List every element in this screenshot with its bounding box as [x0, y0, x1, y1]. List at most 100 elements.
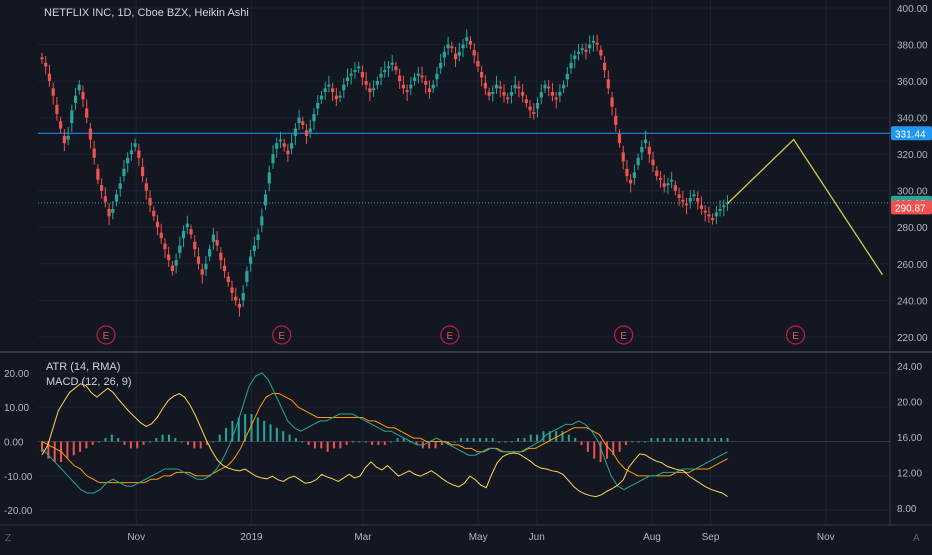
candle-body: [40, 57, 44, 60]
auto-scale-icon[interactable]: A: [913, 533, 920, 544]
macd-histogram-bar: [110, 434, 113, 442]
candle-body: [599, 50, 603, 56]
macd-histogram-bar: [656, 438, 659, 442]
macd-histogram-bar: [155, 438, 158, 442]
macd-histogram-bar: [98, 441, 101, 443]
price-label-text: 331.44: [895, 129, 926, 140]
candle-body: [338, 95, 342, 98]
macd-histogram-bar: [66, 441, 69, 459]
price-label-badge: [891, 126, 932, 141]
chart-title: NETFLIX INC, 1D, Cboe BZX, Heikin Ashi: [44, 7, 249, 19]
macd-tick-label: 10.00: [4, 403, 29, 414]
time-tick-label: 2019: [240, 532, 263, 543]
macd-histogram-bar: [390, 441, 393, 443]
candle-body: [196, 256, 201, 264]
earnings-marker[interactable]: E: [440, 325, 460, 345]
macd-histogram-bar: [129, 441, 132, 449]
candle-body: [181, 230, 186, 239]
candle-body: [267, 172, 271, 184]
macd-histogram-bar: [555, 431, 558, 442]
macd-histogram-bar: [720, 438, 723, 442]
candle-body: [286, 150, 290, 155]
atr-tick-label: 12.00: [897, 469, 922, 480]
candle-body: [535, 103, 540, 109]
candle-body: [215, 240, 219, 246]
earnings-marker[interactable]: E: [272, 325, 292, 345]
atr-line: [41, 383, 728, 498]
candle-body: [278, 139, 283, 142]
macd-tick-label: -10.00: [4, 472, 33, 483]
macd-histogram-bar: [478, 438, 481, 442]
price-tick-label: 320.00: [897, 150, 928, 161]
candle-body: [602, 62, 607, 71]
candle-body: [569, 62, 573, 69]
candle-body: [688, 198, 692, 202]
candle-body: [446, 44, 450, 49]
candle-body: [521, 92, 525, 96]
macd-histogram-bar: [682, 438, 685, 442]
time-tick-label: Jun: [529, 532, 545, 543]
indicator-legend-atr[interactable]: ATR (14, RMA): [46, 361, 120, 373]
macd-histogram-bar: [713, 438, 716, 442]
candle-body: [610, 97, 614, 107]
candle-body: [517, 86, 521, 89]
earnings-marker[interactable]: E: [96, 325, 116, 345]
macd-histogram-bar: [250, 414, 253, 442]
candle-body: [543, 84, 547, 89]
earnings-marker[interactable]: E: [614, 325, 634, 345]
candle-body: [435, 73, 439, 80]
candle-body: [666, 183, 670, 186]
candle-body: [275, 143, 279, 149]
candle-body: [621, 152, 625, 162]
earnings-marker-label: E: [446, 331, 453, 342]
macd-histogram-bar: [244, 414, 247, 442]
macd-histogram-bar: [669, 438, 672, 442]
candle-body: [155, 221, 160, 228]
candle-body: [241, 293, 245, 301]
indicator-legend-macd[interactable]: MACD (12, 26, 9): [46, 376, 132, 388]
macd-histogram-bar: [206, 441, 209, 445]
zoom-icon[interactable]: Z: [5, 533, 12, 544]
symbol-name[interactable]: NETFLIX INC: [44, 7, 112, 19]
macd-histogram-bar: [523, 438, 526, 442]
candle-body: [595, 42, 599, 45]
price-tick-label: 360.00: [897, 77, 928, 88]
macd-histogram-bar: [148, 441, 151, 443]
macd-histogram-bar: [624, 441, 627, 445]
macd-histogram-bar: [440, 441, 443, 445]
macd-histogram-bar: [561, 431, 564, 442]
macd-histogram-bar: [726, 438, 729, 442]
macd-histogram-bar: [472, 438, 475, 442]
candle-body: [476, 60, 480, 67]
atr-tick-label: 20.00: [897, 398, 922, 409]
macd-histogram-bar: [53, 441, 56, 463]
earnings-marker-circle: [272, 325, 292, 345]
price-tick-label: 380.00: [897, 41, 928, 52]
macd-histogram-bar: [542, 431, 545, 442]
candle-body: [722, 205, 726, 208]
candle-body: [222, 265, 227, 272]
candle-body: [562, 84, 566, 89]
candle-body: [170, 265, 175, 272]
chart-style-label[interactable]: Heikin Ashi: [194, 7, 249, 19]
candle-body: [558, 92, 562, 96]
earnings-marker[interactable]: E: [785, 325, 806, 345]
macd-histogram-bar: [72, 441, 75, 456]
macd-histogram-bar: [593, 441, 596, 459]
candle-body: [465, 37, 469, 41]
candle-body: [62, 135, 66, 144]
interval-label[interactable]: 1D: [117, 7, 132, 19]
macd-histogram-bar: [231, 420, 234, 442]
macd-histogram-bar: [275, 427, 278, 442]
projection-line[interactable]: [727, 138, 883, 276]
candle-body: [92, 148, 96, 158]
candle-body: [85, 108, 89, 118]
macd-tick-label: 0.00: [4, 438, 24, 449]
candle-body: [208, 249, 212, 257]
candle-body: [174, 260, 178, 266]
macd-histogram-bar: [637, 441, 640, 443]
macd-histogram-bar: [313, 441, 316, 449]
atr-params: (14, RMA): [70, 361, 121, 373]
candle-body: [167, 254, 171, 261]
